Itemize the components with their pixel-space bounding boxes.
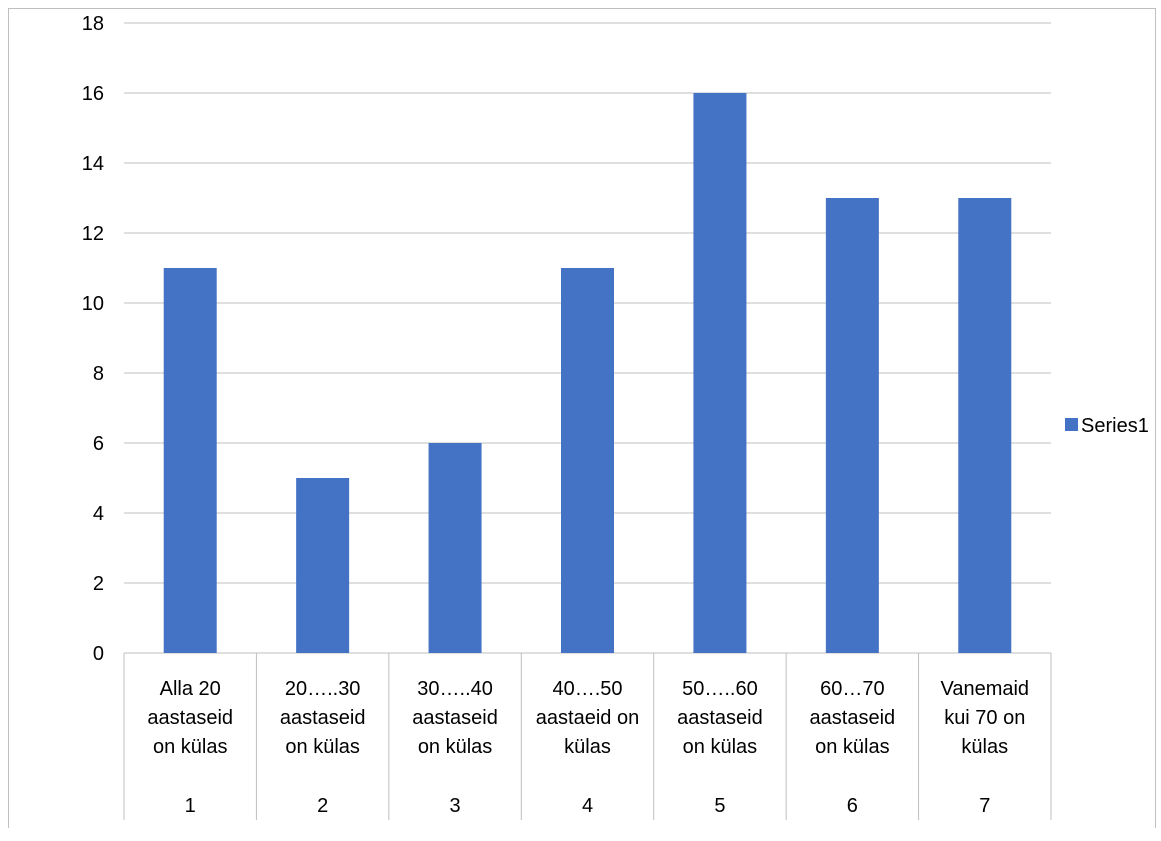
chart-frame xyxy=(8,8,1156,828)
y-tick-label: 0 xyxy=(93,643,104,665)
legend-label-series1: Series1 xyxy=(1081,415,1149,437)
x-category-label: on külas xyxy=(153,736,228,758)
bar xyxy=(296,478,350,653)
x-category-label: on külas xyxy=(418,736,493,758)
y-tick-label: 8 xyxy=(93,363,104,385)
x-category-label: aastaseid xyxy=(412,707,498,729)
bar xyxy=(825,198,879,653)
bars xyxy=(163,93,1012,653)
legend: Series1 xyxy=(1065,415,1149,437)
y-tick-label: 14 xyxy=(82,153,104,175)
x-category-label: külas xyxy=(961,736,1008,758)
x-category-index: 6 xyxy=(847,795,858,817)
x-category-index: 1 xyxy=(185,795,196,817)
x-category-label: aastaseid xyxy=(810,707,896,729)
bar xyxy=(163,268,217,653)
x-category-label: 50…..60 xyxy=(682,678,758,700)
bar xyxy=(958,198,1012,653)
x-category-label: on külas xyxy=(285,736,360,758)
x-category-index: 5 xyxy=(714,795,725,817)
x-category-label: Vanemaid xyxy=(940,678,1029,700)
x-category-label: kui 70 on xyxy=(944,707,1025,729)
x-category-label: külas xyxy=(564,736,611,758)
bar xyxy=(428,443,482,653)
y-tick-label: 18 xyxy=(82,13,104,35)
bar xyxy=(693,93,747,653)
x-category-label: 40….50 xyxy=(552,678,622,700)
y-tick-label: 10 xyxy=(82,293,104,315)
x-category-label: on külas xyxy=(683,736,758,758)
x-category-label: aastaseid xyxy=(677,707,763,729)
x-category-label: aastaeid on xyxy=(536,707,639,729)
x-category-index: 7 xyxy=(979,795,990,817)
bar xyxy=(561,268,614,653)
x-category-label: 60…70 xyxy=(820,678,885,700)
x-category-label: on külas xyxy=(815,736,890,758)
x-category-label: 20…..30 xyxy=(285,678,361,700)
y-tick-label: 4 xyxy=(93,503,104,525)
x-axis: Alla 20 aastaseid on külas 1 20…..30 aastasei… xyxy=(123,653,1052,820)
legend-swatch-series1 xyxy=(1065,418,1078,431)
x-category-index: 4 xyxy=(582,795,593,817)
x-category-label: aastaseid xyxy=(280,707,366,729)
y-tick-label: 6 xyxy=(93,433,104,455)
x-category-index: 2 xyxy=(317,795,328,817)
y-tick-label: 16 xyxy=(82,83,104,105)
y-tick-label: 2 xyxy=(93,573,104,595)
x-category-label: aastaseid xyxy=(147,707,233,729)
x-category-index: 3 xyxy=(450,795,461,817)
y-tick-label: 12 xyxy=(82,223,104,245)
x-category-label: Alla 20 xyxy=(160,678,221,700)
x-category-label: 30…..40 xyxy=(417,678,493,700)
y-axis-ticks: 0 2 4 6 8 10 12 14 16 18 xyxy=(82,13,104,665)
